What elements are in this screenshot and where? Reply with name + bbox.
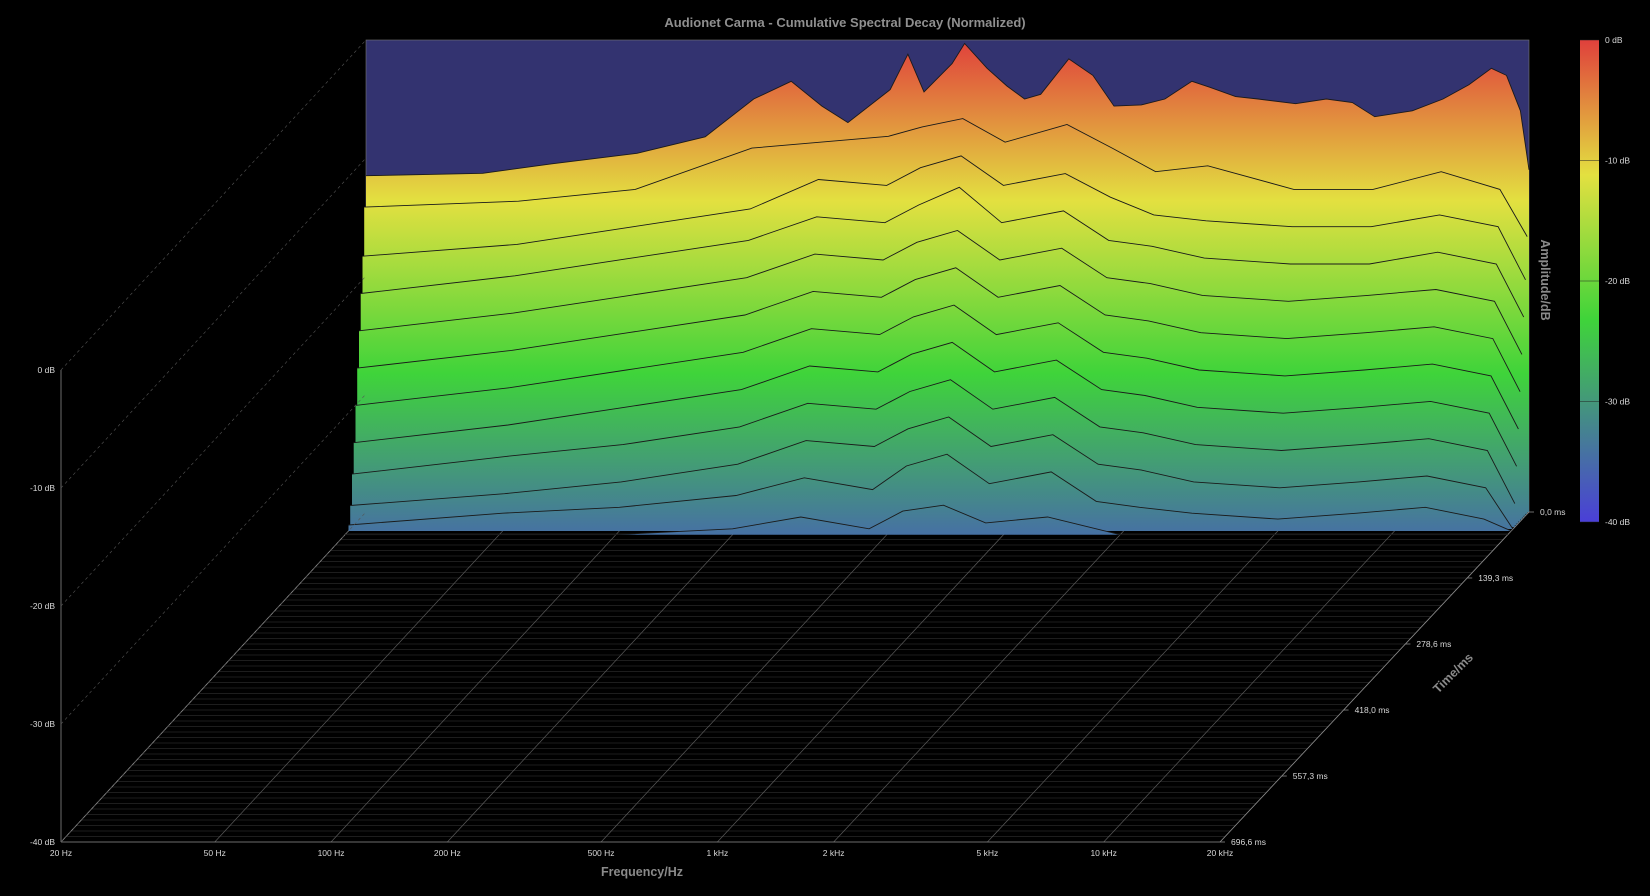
floor-freq-line [330, 511, 638, 843]
spectral-slices [344, 42, 1530, 536]
slice-line [357, 267, 1521, 392]
x-tick-label: 100 Hz [318, 848, 345, 858]
z-tick-label: -10 dB [30, 483, 55, 493]
amplitude-axis: 0 dB -10 dB -20 dB -30 dB -40 dB [30, 39, 367, 847]
slice-line [350, 416, 1514, 530]
frequency-axis: 20 Hz 50 Hz 100 Hz 200 Hz 500 Hz 1 kHz 2 kHz 5 … [50, 848, 1233, 858]
z-tick-label: -20 dB [30, 601, 55, 611]
x-tick-label: 10 kHz [1090, 848, 1116, 858]
z-tick-label: -40 dB [30, 837, 55, 847]
x-tick-label: 500 Hz [588, 848, 615, 858]
z-gridline [60, 511, 367, 843]
z-gridline [60, 157, 367, 489]
y-tick-label: 696,6 ms [1231, 837, 1266, 847]
y-tick-label: 0,0 ms [1540, 507, 1566, 517]
x-tick-label: 200 Hz [434, 848, 461, 858]
floor-border [1219, 511, 1530, 843]
x-axis-title: Frequency/Hz [601, 865, 683, 879]
time-axis: 0,0 ms 139,3 ms 278,6 ms 418,0 ms 557,3 ms 69… [1220, 507, 1566, 847]
floor-freq-line [717, 511, 1025, 843]
slice-line [365, 42, 1530, 177]
z-tick-label: -30 dB [30, 719, 55, 729]
x-tick-label: 50 Hz [204, 848, 226, 858]
colorbar-tick-label: -20 dB [1605, 276, 1630, 286]
z-gridline [60, 39, 367, 371]
colorbar-tick-label: -40 dB [1605, 517, 1630, 527]
slice-line [353, 341, 1517, 467]
z-tick-label: 0 dB [38, 365, 56, 375]
floor-freq-line [214, 511, 521, 843]
slice-line [364, 118, 1528, 237]
y-tick-label: 278,6 ms [1416, 639, 1451, 649]
slice-line [360, 186, 1525, 318]
floor-freq-line [833, 511, 1142, 843]
slice-line [362, 155, 1526, 281]
floor-freq-line [1103, 511, 1413, 843]
floor-freq-line [600, 511, 909, 843]
chart-title: Audionet Carma - Cumulative Spectral Dec… [664, 15, 1025, 30]
slice-line [348, 453, 1512, 532]
x-tick-label: 20 Hz [50, 848, 72, 858]
y-tick-label: 139,3 ms [1478, 573, 1513, 583]
slice-line [345, 504, 1508, 536]
z-gridline [60, 275, 367, 607]
colorbar-tick-label: 0 dB [1605, 35, 1623, 45]
slice-line [355, 304, 1519, 430]
x-tick-label: 5 kHz [977, 848, 999, 858]
slice-line [351, 379, 1516, 504]
x-tick-label: 20 kHz [1207, 848, 1233, 858]
slice-surface [348, 454, 1512, 531]
colorbar-tick-label: -30 dB [1605, 397, 1630, 407]
slice-line [358, 230, 1523, 355]
colorbar-ticks: 0 dB -10 dB -20 dB -30 dB -40 dB [1580, 35, 1630, 527]
slice-surface [344, 505, 1508, 535]
floor-freq-line [987, 511, 1296, 843]
x-tick-label: 1 kHz [707, 848, 729, 858]
z-gridline [60, 393, 367, 725]
y-axis-title: Time/ms [1430, 650, 1476, 696]
z-axis-title: Amplitude/dB [1538, 239, 1552, 320]
x-tick-label: 2 kHz [823, 848, 845, 858]
y-tick-label: 418,0 ms [1355, 705, 1390, 715]
floor-freq-line [447, 511, 754, 843]
colorbar-tick-label: -10 dB [1605, 156, 1630, 166]
floor-grid [60, 511, 1530, 843]
y-tick-label: 557,3 ms [1293, 771, 1328, 781]
